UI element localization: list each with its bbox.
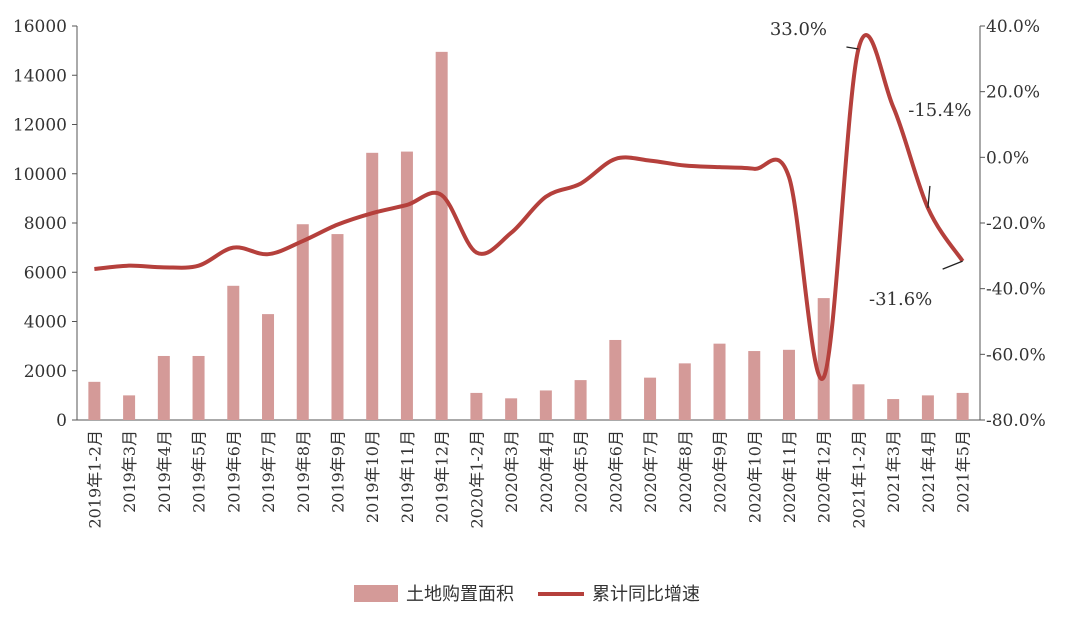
growth-line-layer	[94, 33, 965, 381]
left-tick-label: 6000	[24, 263, 67, 283]
bar	[817, 298, 830, 420]
bar	[539, 390, 552, 420]
annotation-label: 33.0%	[770, 19, 827, 40]
growth-line	[94, 33, 965, 381]
right-tick-label: 0.0%	[986, 148, 1029, 168]
category-label: 2019年6月	[224, 430, 243, 513]
bar	[123, 395, 136, 420]
annotation-leader	[942, 260, 963, 270]
bar	[782, 349, 795, 420]
bar	[956, 392, 969, 420]
legend-bar-swatch	[354, 585, 398, 602]
category-label: 2019年10月	[363, 430, 382, 523]
category-label: 2019年4月	[155, 430, 174, 513]
category-label: 2020年6月	[606, 430, 625, 513]
axes: 0 2000 4000 6000 8000 10000 12000 14000 16000 -80…	[13, 17, 1046, 431]
legend: 土地购置面积 累计同比增速	[354, 584, 700, 605]
bar	[262, 314, 275, 420]
left-tick-label: 8000	[24, 214, 67, 234]
category-label: 2021年1-2月	[849, 430, 868, 529]
right-tick-label: -80.0%	[986, 411, 1046, 431]
bar	[400, 151, 413, 420]
right-tick-label: 40.0%	[986, 17, 1040, 37]
category-label: 2021年3月	[884, 430, 903, 513]
left-tick-label: 0	[56, 411, 67, 431]
legend-label-growth: 累计同比增速	[592, 584, 700, 605]
right-tick-label: -60.0%	[986, 345, 1046, 365]
category-label: 2019年11月	[398, 430, 417, 523]
bar	[921, 395, 934, 420]
category-label: 2020年11月	[780, 430, 799, 523]
annotations: 33.0% -15.4% -31.6%	[770, 19, 972, 310]
left-tick-label: 14000	[13, 66, 67, 86]
bars	[88, 51, 969, 420]
category-label: 2020年8月	[676, 430, 695, 513]
category-labels: 2019年1-2月 2019年3月 2019年4月 2019年5月 2019年6月 201…	[85, 430, 972, 529]
bar	[748, 351, 761, 420]
bar	[331, 234, 344, 420]
annotation-label: -15.4%	[908, 100, 971, 121]
bar	[435, 51, 448, 420]
annotation-leader	[927, 185, 931, 208]
category-label: 2020年12月	[815, 430, 834, 523]
category-label: 2020年7月	[641, 430, 660, 513]
bar	[366, 152, 379, 420]
category-label: 2021年5月	[954, 430, 973, 513]
category-label: 2020年3月	[502, 430, 521, 513]
left-tick-label: 4000	[24, 313, 67, 333]
bar	[887, 399, 900, 420]
bar	[157, 355, 170, 420]
right-tick-label: -20.0%	[986, 214, 1046, 234]
bar	[609, 339, 622, 420]
category-label: 2019年8月	[294, 430, 313, 513]
category-label: 2020年9月	[711, 430, 730, 513]
left-tick-label: 16000	[13, 17, 67, 37]
bar	[470, 392, 483, 420]
bar	[88, 381, 101, 420]
legend-label-land-area: 土地购置面积	[406, 584, 514, 605]
category-label: 2019年5月	[190, 430, 209, 513]
bar	[192, 355, 205, 420]
right-tick-label: -40.0%	[986, 280, 1046, 300]
category-label: 2020年5月	[572, 430, 591, 513]
category-label: 2019年1-2月	[85, 430, 104, 529]
bar	[227, 285, 240, 420]
category-label: 2020年4月	[537, 430, 556, 513]
category-label: 2019年3月	[120, 430, 139, 513]
category-label: 2021年4月	[919, 430, 938, 513]
category-label: 2020年1-2月	[467, 430, 486, 529]
bar	[713, 343, 726, 420]
left-tick-label: 2000	[24, 362, 67, 382]
bar	[678, 363, 691, 420]
bar	[505, 398, 518, 420]
category-label: 2019年7月	[259, 430, 278, 513]
left-tick-label: 12000	[13, 116, 67, 136]
bar	[296, 224, 309, 420]
annotation-leader	[846, 46, 859, 50]
category-label: 2019年9月	[328, 430, 347, 513]
bar	[852, 384, 865, 420]
category-label: 2020年10月	[745, 430, 764, 523]
annotation-label: -31.6%	[869, 289, 932, 310]
bar	[574, 380, 587, 420]
right-tick-label: 20.0%	[986, 83, 1040, 103]
left-tick-label: 10000	[13, 165, 67, 185]
category-label: 2019年12月	[433, 430, 452, 523]
bar	[644, 377, 657, 420]
